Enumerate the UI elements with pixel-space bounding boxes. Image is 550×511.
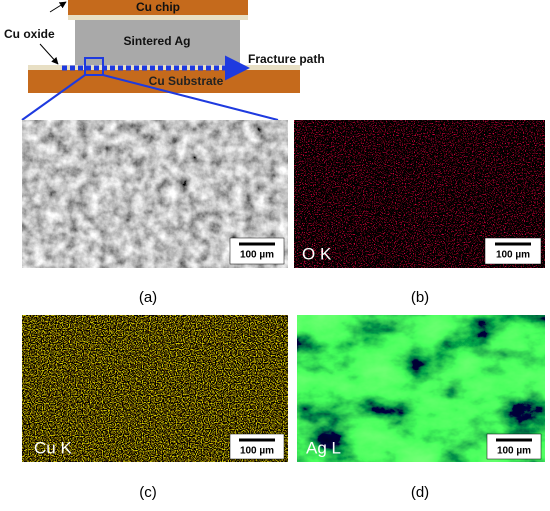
chip-label: Cu chip: [136, 0, 180, 14]
ag-label: Sintered Ag: [124, 34, 191, 48]
oxide-label: Cu oxide: [4, 27, 55, 41]
cu-chip: [68, 0, 248, 15]
element-label: Ag L: [306, 438, 341, 457]
zoom-line: [21, 74, 86, 121]
oxide-arrow: [49, 1, 67, 13]
scale-bar: 100 µm: [484, 237, 542, 265]
scale-label: 100 µm: [240, 446, 274, 457]
substrate-label: Cu Substrate: [149, 74, 224, 88]
scale-label: 100 µm: [496, 250, 530, 261]
caption: (b): [411, 289, 429, 306]
element-label: Cu K: [34, 438, 72, 457]
fracture-label: Fracture path: [248, 52, 325, 66]
element-label: O K: [302, 244, 332, 263]
caption: (d): [411, 484, 429, 501]
scale-bar: 100 µm: [486, 433, 542, 460]
substrate-oxide: [28, 65, 300, 70]
scale-bar: 100 µm: [229, 237, 285, 265]
chip-oxide: [68, 15, 248, 20]
caption: (c): [139, 484, 157, 501]
scale-bar: 100 µm: [229, 433, 285, 460]
zoom-line: [102, 74, 279, 121]
scale-label: 100 µm: [240, 250, 274, 261]
oxide-arrow: [39, 43, 59, 65]
caption: (a): [139, 289, 157, 306]
scale-label: 100 µm: [497, 446, 531, 457]
zoom-box: [84, 57, 104, 76]
